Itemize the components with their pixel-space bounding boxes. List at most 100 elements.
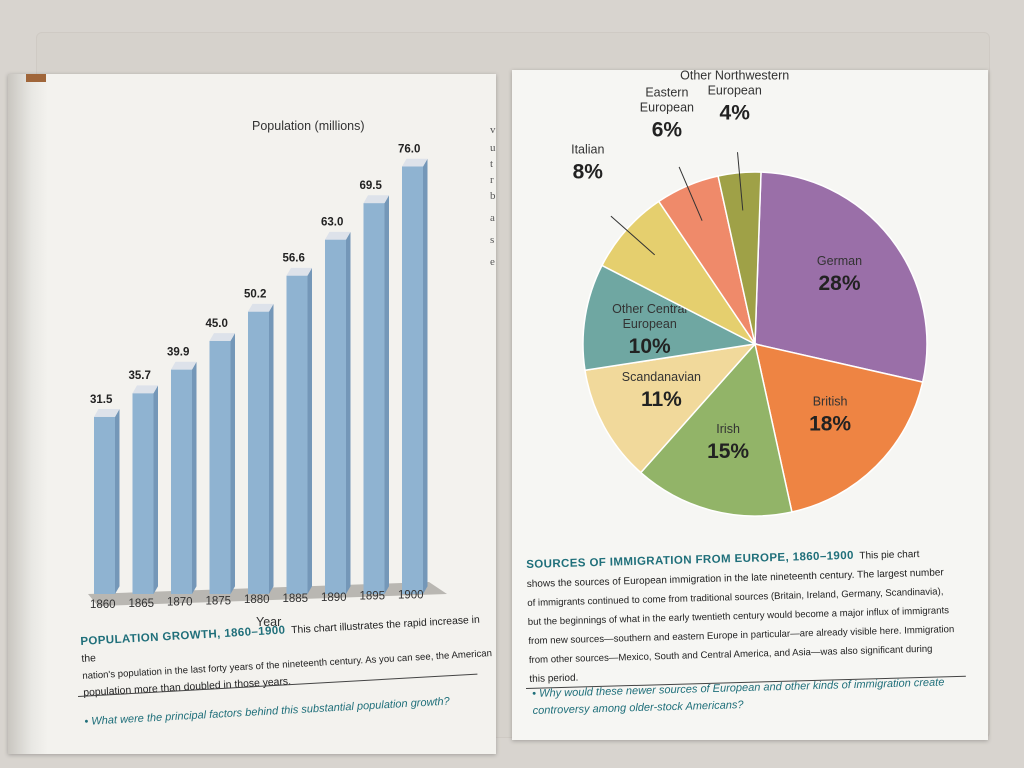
right-book-page: German 28% British 18% Irish 15% Scandanavian 1… xyxy=(512,70,988,740)
pie-slice-percent: 10% xyxy=(629,335,671,358)
bar-1885 xyxy=(286,267,312,594)
bar-front xyxy=(94,416,115,594)
bar-top xyxy=(402,158,428,167)
pie-slice-label: German xyxy=(817,254,862,268)
bar-value-label: 69.5 xyxy=(360,180,383,192)
adjacent-column-letter: e xyxy=(490,256,495,268)
bar-value-label: 63.0 xyxy=(321,217,343,229)
pie-slice-percent: 15% xyxy=(707,440,749,463)
bar-top xyxy=(286,267,312,276)
pie-slice-percent: 4% xyxy=(720,101,751,124)
bar-1860 xyxy=(94,409,120,594)
pie-slice-label: Other Central xyxy=(612,302,687,316)
adjacent-column-letter: s xyxy=(490,234,495,246)
x-tick-label: 1875 xyxy=(206,595,232,607)
leader-line xyxy=(610,215,656,256)
pie-slice-percent: 11% xyxy=(641,388,682,411)
adjacent-column-letter: b xyxy=(490,190,496,202)
pie-slice-label: Italian xyxy=(571,143,604,157)
bar-top xyxy=(248,303,274,312)
x-tick-label: 1890 xyxy=(321,592,347,604)
bar-front xyxy=(325,239,346,594)
x-tick-label: 1885 xyxy=(283,593,309,605)
bar-1865 xyxy=(132,385,158,594)
adjacent-column-letter: v xyxy=(490,124,496,136)
bar-front xyxy=(132,393,154,594)
population-bar-chart: Population (millions) 31.5 1860 35.7 1865 39.… xyxy=(88,119,447,629)
pie-slice-label: European xyxy=(708,83,762,97)
bar-1880 xyxy=(248,303,274,594)
bar-1870 xyxy=(171,361,197,594)
bar-top xyxy=(132,385,158,394)
bar-1890 xyxy=(325,231,351,594)
bar-value-label: 56.6 xyxy=(283,253,305,265)
bar-side xyxy=(230,333,235,594)
pie-slice-percent: 8% xyxy=(573,161,604,184)
x-tick-label: 1900 xyxy=(398,589,424,601)
bar-side xyxy=(384,195,389,594)
bar-value-label: 50.2 xyxy=(244,289,266,301)
bar-side xyxy=(346,231,351,594)
pie-slice-british xyxy=(754,343,924,513)
page-corner-tab xyxy=(26,74,46,82)
bar-front xyxy=(209,340,231,594)
bar-side xyxy=(307,267,312,594)
x-axis-label: Year xyxy=(256,615,281,629)
bar-value-label: 35.7 xyxy=(129,370,151,382)
immigration-caption-line-1: This pie chart xyxy=(859,549,920,562)
bar-side xyxy=(192,361,197,594)
bar-top xyxy=(325,231,351,240)
left-book-page: Population (millions) 31.5 1860 35.7 1865 39.… xyxy=(8,74,496,754)
adjacent-column-letter: u xyxy=(490,142,496,154)
bar-1900 xyxy=(402,158,428,594)
bar-front xyxy=(286,275,308,594)
pie-slice-label: European xyxy=(623,317,677,331)
bar-front xyxy=(402,166,423,594)
pie-slice-label: Eastern xyxy=(645,86,688,100)
x-tick-label: 1870 xyxy=(167,597,193,609)
book-spine-shadow xyxy=(8,74,48,754)
bar-value-label: 45.0 xyxy=(206,318,228,330)
bar-chart-title: Population (millions) xyxy=(252,119,365,133)
bar-front xyxy=(171,369,192,594)
bar-side xyxy=(153,385,158,594)
bar-value-label: 76.0 xyxy=(398,144,420,156)
x-tick-label: 1895 xyxy=(360,591,386,603)
bar-side xyxy=(269,303,274,594)
x-tick-label: 1865 xyxy=(129,598,155,610)
pie-slice-percent: 6% xyxy=(652,119,683,142)
pie-slice-label: European xyxy=(640,101,694,115)
bar-1895 xyxy=(363,195,389,594)
bar-value-label: 39.9 xyxy=(167,347,189,359)
pie-slice-label: Irish xyxy=(716,422,740,436)
leader-line xyxy=(737,152,744,211)
population-question-text: What were the principal factors behind t… xyxy=(91,695,451,728)
bar-front xyxy=(363,203,385,594)
pie-slice-label: British xyxy=(813,395,848,409)
leader-line xyxy=(678,166,703,221)
bar-1875 xyxy=(209,333,235,594)
pie-slice-percent: 18% xyxy=(809,413,851,436)
adjacent-column-letter: t xyxy=(490,158,494,170)
x-tick-label: 1880 xyxy=(244,594,270,606)
bar-side xyxy=(115,409,120,594)
pie-slice-other-central-european xyxy=(582,264,758,372)
pie-slice-label: Scandanavian xyxy=(622,370,701,384)
bar-side xyxy=(423,158,428,594)
bar-front xyxy=(248,311,269,594)
bar-top xyxy=(171,361,197,370)
pie-slice-percent: 28% xyxy=(818,272,860,295)
bar-value-label: 31.5 xyxy=(90,394,113,406)
adjacent-column-letter: r xyxy=(490,174,494,186)
immigration-caption: SOURCES OF IMMIGRATION FROM EUROPE, 1860… xyxy=(526,543,986,689)
x-tick-label: 1860 xyxy=(90,599,116,611)
immigration-pie-chart: German 28% British 18% Irish 15% Scandanavian 1… xyxy=(571,70,928,517)
bar-top xyxy=(209,333,235,341)
adjacent-column-letter: a xyxy=(490,212,495,224)
pie-slice-label: Other Northwestern xyxy=(680,70,789,82)
pie-slice-irish xyxy=(639,342,793,517)
pie-slice-scandanavian xyxy=(584,342,757,474)
bar-top xyxy=(363,195,389,204)
pie-slice-german xyxy=(754,171,928,383)
bar-top xyxy=(94,409,120,417)
